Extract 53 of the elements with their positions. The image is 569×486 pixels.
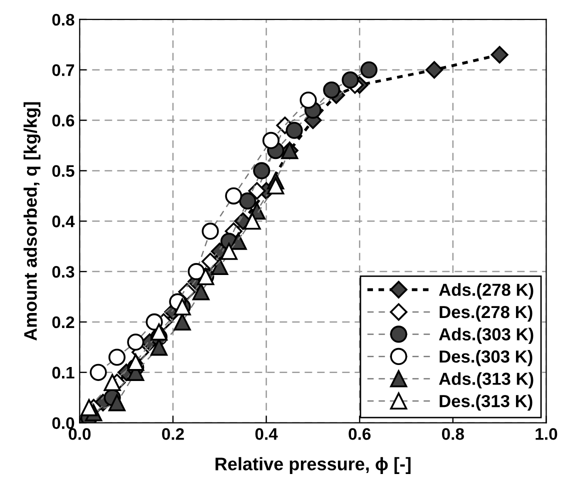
point	[104, 374, 121, 392]
point	[150, 338, 168, 356]
point	[90, 364, 107, 381]
y-tick-label: 0.7	[52, 64, 74, 76]
point	[150, 324, 168, 341]
y-tick-label: 0.1	[52, 366, 74, 379]
text: 1.0	[536, 428, 558, 440]
text: 0.0	[68, 428, 91, 440]
point	[323, 81, 340, 99]
legend-label: Ads.(278 K)	[439, 283, 534, 300]
y-tick-label: 0.4	[52, 216, 75, 228]
legend-label: Ads.(303 K)	[439, 328, 534, 344]
legend-label: Ads.(313 K)	[439, 372, 534, 388]
point	[225, 187, 242, 204]
y-tick-label: 0.5	[52, 165, 74, 177]
x-tick-label: 0.2	[162, 428, 184, 440]
point	[146, 313, 163, 331]
point	[202, 222, 219, 240]
y-tick-label: 0.2	[52, 316, 74, 328]
point	[220, 242, 238, 260]
point	[108, 394, 126, 412]
y-tick-label: 0.8	[52, 14, 74, 26]
point	[174, 313, 191, 331]
point	[267, 177, 284, 194]
point	[108, 348, 126, 366]
point	[192, 283, 210, 300]
x-tick-label: 0.8	[442, 428, 464, 440]
legend-label: Des.(313 K)	[440, 394, 532, 411]
point	[262, 132, 280, 149]
point	[239, 192, 256, 210]
point	[248, 182, 266, 200]
x-tick-label: 0.4	[255, 428, 278, 440]
y-tick-label: 0.6	[52, 114, 74, 126]
point	[300, 92, 317, 109]
point	[342, 71, 359, 88]
point	[211, 258, 228, 276]
point	[426, 61, 444, 79]
point	[253, 162, 270, 180]
point	[80, 399, 98, 416]
y-tick-label: 0.3	[52, 266, 74, 278]
x-tick-label: 0.6	[348, 428, 371, 440]
point	[188, 263, 205, 280]
x-axis-title: Relative pressure, ϕ [-]	[216, 457, 411, 474]
point	[286, 122, 303, 139]
legend-label: Des.(278 K)	[440, 305, 532, 322]
point	[490, 46, 508, 64]
text: 0.0	[52, 417, 74, 430]
y-axis-title: Amount adsorbed, q [kg/kg]	[24, 102, 41, 341]
point	[360, 61, 378, 78]
point	[244, 212, 261, 230]
legend-label: Des.(303 K)	[440, 350, 532, 366]
point	[127, 334, 144, 351]
point	[127, 354, 144, 371]
